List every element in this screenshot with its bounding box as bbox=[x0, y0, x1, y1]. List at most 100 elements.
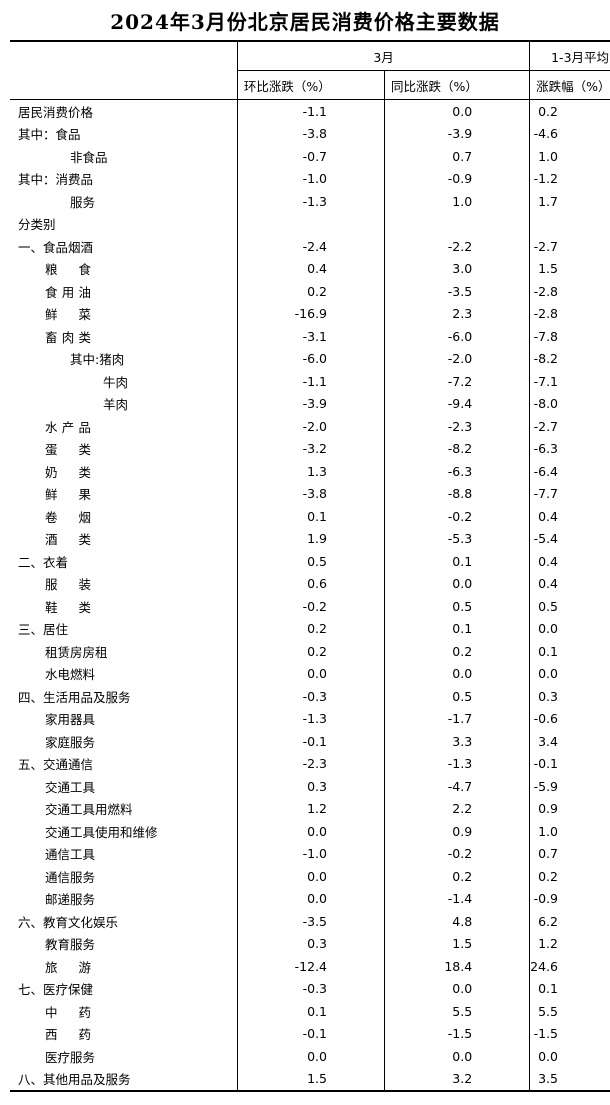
row-label-text: 鲜菜 bbox=[45, 307, 91, 323]
value-yoy: -1.5 bbox=[383, 1022, 530, 1045]
value-yoy: -6.0 bbox=[383, 325, 530, 348]
value-avg: 0.4 bbox=[529, 550, 610, 573]
row-label-text: 水电燃料 bbox=[45, 667, 96, 683]
row-label: 八、其他用品及服务 bbox=[10, 1068, 237, 1092]
value-avg: -5.9 bbox=[529, 775, 610, 798]
value-yoy: -1.7 bbox=[383, 707, 530, 730]
row-label: 服务 bbox=[10, 190, 237, 213]
table-row: 八、其他用品及服务 1.5 3.2 3.5 bbox=[10, 1067, 610, 1092]
table-row: 食用油 0.2 -3.5 -2.8 bbox=[10, 280, 610, 303]
value-avg: -6.3 bbox=[529, 437, 610, 460]
row-label-text: 二、衣着 bbox=[18, 554, 69, 570]
value-avg: -8.0 bbox=[529, 392, 610, 415]
value-avg: 3.5 bbox=[529, 1067, 610, 1091]
value-yoy: 4.8 bbox=[383, 910, 530, 933]
value-yoy: -3.5 bbox=[383, 280, 530, 303]
table-row: 分类别 bbox=[10, 212, 610, 235]
table-row: 交通工具用燃料 1.2 2.2 0.9 bbox=[10, 797, 610, 820]
table-row: 奶类 1.3 -6.3 -6.4 bbox=[10, 460, 610, 483]
header-group-q1-avg: 1-3月平均 bbox=[529, 41, 610, 71]
value-yoy: -1.3 bbox=[383, 752, 530, 775]
value-yoy: -2.0 bbox=[383, 347, 530, 370]
table-row: 五、交通通信 -2.3 -1.3 -0.1 bbox=[10, 752, 610, 776]
value-avg: -1.2 bbox=[529, 167, 610, 190]
cpi-table: 3月 1-3月平均 环比涨跌（%） 同比涨跌（%） 涨跌幅（%） 居民消费价格 -… bbox=[10, 40, 610, 1092]
value-avg: -0.9 bbox=[529, 887, 610, 910]
header-group-march: 3月 bbox=[236, 41, 530, 71]
value-mom: -0.7 bbox=[236, 145, 385, 168]
row-label-text: 通信服务 bbox=[45, 869, 96, 885]
row-label: 水电燃料 bbox=[10, 663, 237, 686]
value-avg: -7.8 bbox=[529, 325, 610, 348]
row-label-text: 交通工具 bbox=[45, 779, 96, 795]
value-avg: -1.5 bbox=[529, 1022, 610, 1045]
table-row: 服装 0.6 0.0 0.4 bbox=[10, 572, 610, 595]
table-row: 其中：食品 -3.8 -3.9 -4.6 bbox=[10, 122, 610, 145]
value-yoy: -0.2 bbox=[383, 505, 530, 528]
value-mom: -3.9 bbox=[236, 392, 385, 415]
value-mom: -3.8 bbox=[236, 482, 385, 505]
header-avg: 涨跌幅（%） bbox=[529, 70, 610, 100]
table-row: 六、教育文化娱乐 -3.5 4.8 6.2 bbox=[10, 910, 610, 933]
row-label-text: 卷烟 bbox=[45, 509, 91, 525]
row-label-text: 畜肉类 bbox=[45, 329, 91, 345]
row-label-text: 服装 bbox=[45, 577, 91, 593]
value-yoy: -6.3 bbox=[383, 460, 530, 483]
value-mom: -1.0 bbox=[236, 167, 385, 190]
value-avg: 1.0 bbox=[529, 145, 610, 168]
value-yoy: -0.9 bbox=[383, 167, 530, 190]
value-mom: 1.2 bbox=[236, 797, 385, 820]
value-mom: 0.2 bbox=[236, 617, 385, 640]
row-label-text: 羊肉 bbox=[103, 397, 129, 413]
row-label: 酒类 bbox=[10, 528, 237, 551]
value-avg: 0.0 bbox=[529, 617, 610, 640]
value-yoy: 2.2 bbox=[383, 797, 530, 820]
value-avg: 1.0 bbox=[529, 820, 610, 843]
value-avg: 0.0 bbox=[529, 662, 610, 685]
value-yoy: 0.2 bbox=[383, 865, 530, 888]
table-row: 七、医疗保健 -0.3 0.0 0.1 bbox=[10, 977, 610, 1000]
row-label: 旅游 bbox=[10, 955, 237, 978]
value-yoy: -7.2 bbox=[383, 370, 530, 393]
header-yoy: 同比涨跌（%） bbox=[383, 70, 530, 100]
value-yoy: -9.4 bbox=[383, 392, 530, 415]
value-avg: 1.2 bbox=[529, 932, 610, 955]
table-row: 邮递服务 0.0 -1.4 -0.9 bbox=[10, 887, 610, 910]
value-mom: -0.3 bbox=[236, 685, 385, 708]
value-yoy: -4.7 bbox=[383, 775, 530, 798]
row-label: 五、交通通信 bbox=[10, 753, 237, 776]
row-label: 西药 bbox=[10, 1023, 237, 1046]
value-avg: 0.9 bbox=[529, 797, 610, 820]
row-label-text: 酒类 bbox=[45, 532, 91, 548]
value-yoy: -3.9 bbox=[383, 122, 530, 145]
value-yoy: 0.0 bbox=[383, 99, 530, 123]
table-row: 三、居住 0.2 0.1 0.0 bbox=[10, 617, 610, 640]
row-label-text: 旅游 bbox=[45, 959, 91, 975]
row-label-text: 交通工具使用和维修 bbox=[45, 824, 158, 840]
table-row: 租赁房房租 0.2 0.2 0.1 bbox=[10, 640, 610, 663]
row-label: 畜肉类 bbox=[10, 325, 237, 348]
row-label: 鲜菜 bbox=[10, 303, 237, 326]
value-mom: 0.2 bbox=[236, 640, 385, 663]
table-row: 家庭服务 -0.1 3.3 3.4 bbox=[10, 730, 610, 753]
value-mom: 0.4 bbox=[236, 257, 385, 280]
row-label: 通信服务 bbox=[10, 865, 237, 888]
row-label-text: 家用器具 bbox=[45, 712, 96, 728]
table-row: 鞋类 -0.2 0.5 0.5 bbox=[10, 595, 610, 618]
table-row: 四、生活用品及服务 -0.3 0.5 0.3 bbox=[10, 685, 610, 708]
row-label-text: 交通工具用燃料 bbox=[45, 802, 133, 818]
table-row: 通信服务 0.0 0.2 0.2 bbox=[10, 865, 610, 888]
value-mom: -16.9 bbox=[236, 302, 385, 325]
table-row: 其中：消费品 -1.0 -0.9 -1.2 bbox=[10, 167, 610, 190]
table-row: 教育服务 0.3 1.5 1.2 bbox=[10, 932, 610, 955]
row-label-text: 通信工具 bbox=[45, 847, 96, 863]
value-yoy: -0.2 bbox=[383, 842, 530, 865]
value-yoy: 0.9 bbox=[383, 820, 530, 843]
row-label: 羊肉 bbox=[10, 393, 237, 416]
row-label-text: 家庭服务 bbox=[45, 734, 96, 750]
value-mom: -2.0 bbox=[236, 415, 385, 438]
value-mom: -2.3 bbox=[236, 752, 385, 775]
row-label: 二、衣着 bbox=[10, 550, 237, 573]
table-row: 鲜果 -3.8 -8.8 -7.7 bbox=[10, 482, 610, 505]
table-row: 交通工具 0.3 -4.7 -5.9 bbox=[10, 775, 610, 798]
